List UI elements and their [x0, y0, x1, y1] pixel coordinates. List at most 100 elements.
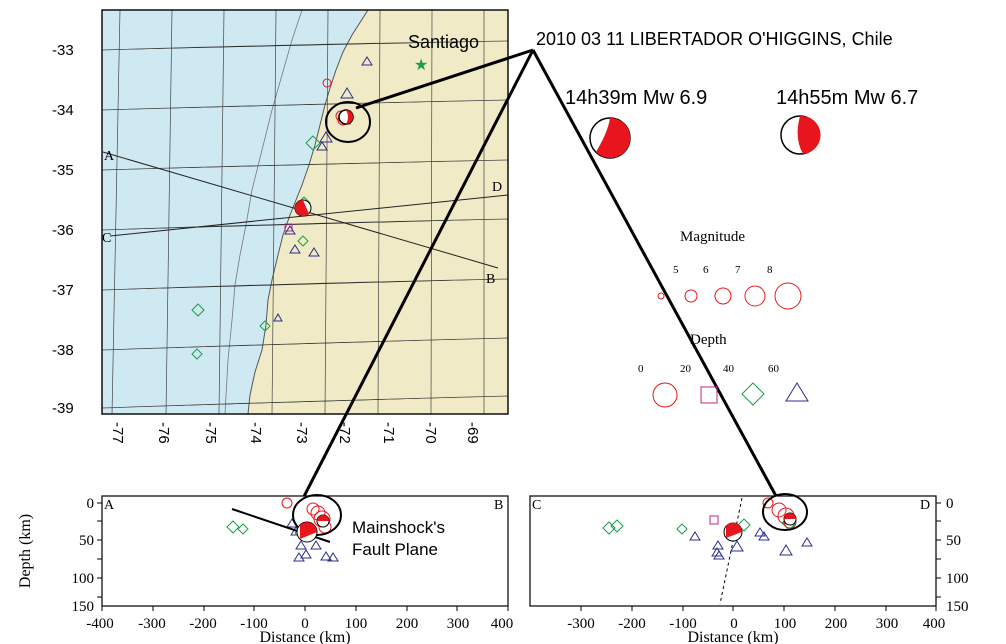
event-symbol	[327, 552, 339, 562]
section-ab-xtick: 400	[491, 616, 514, 632]
legend-depth-circle	[652, 382, 678, 408]
event-symbol	[310, 540, 322, 550]
event-symbol	[295, 540, 307, 550]
mechanism-1-label: 14h39m Mw 6.9	[565, 87, 707, 109]
section-ab-xlabel: Distance (km)	[259, 629, 350, 644]
event-symbol	[737, 518, 751, 532]
section-cd-xlabel: Distance (km)	[687, 629, 778, 644]
event-symbol	[322, 78, 332, 88]
beachball-2-icon	[780, 115, 821, 155]
zoom-line-section-ab	[294, 49, 535, 513]
legend-mag-circle	[744, 285, 766, 307]
section-ab-xtick: -200	[189, 616, 217, 632]
event-symbol	[289, 244, 301, 254]
profile-label-c: C	[102, 231, 111, 246]
event-symbol	[689, 531, 701, 541]
event-symbol	[801, 537, 813, 547]
event-symbol	[730, 540, 744, 552]
section-ab-xtick: 200	[396, 616, 419, 632]
section-cd-xtick: -100	[669, 616, 697, 632]
section-ab-right-label: B	[494, 498, 503, 513]
event-symbol	[610, 519, 624, 533]
event-symbol	[237, 523, 249, 535]
event-symbol	[602, 521, 616, 535]
section-cd-xtick: 100	[774, 616, 797, 632]
event-symbol	[762, 497, 774, 509]
city-label: Santiago	[408, 32, 479, 52]
section-cd-xtick: 400	[923, 616, 946, 632]
section-ab-xtick: 100	[345, 616, 368, 632]
event-symbol	[320, 551, 332, 561]
profile-line-cd	[109, 194, 509, 237]
section-cd-cluster-ellipse	[762, 493, 808, 531]
event-symbol	[305, 135, 321, 151]
lon-tick: -76	[155, 422, 172, 444]
zoom-line-section-cd	[531, 49, 778, 497]
lon-tick: -73	[293, 422, 310, 444]
section-cd-xtick: 300	[876, 616, 899, 632]
event-symbol	[281, 497, 293, 509]
lat-tick: -37	[52, 282, 74, 299]
lat-tick: -36	[52, 222, 74, 239]
section-cd: C D -300 -200 -100 0 100 200 300 400 0 5…	[529, 493, 969, 644]
section-ab-xtick: -100	[240, 616, 268, 632]
lat-tick: -33	[52, 42, 74, 59]
legend-depth-value: 60	[768, 363, 780, 375]
mechanism-2-label: 14h55m Mw 6.7	[776, 87, 918, 109]
profile-label-a: A	[104, 149, 115, 164]
section-cd-ytick: 100	[946, 571, 969, 587]
legend-depth-value: 0	[638, 363, 644, 375]
lon-tick: -77	[109, 422, 126, 444]
land	[248, 10, 508, 414]
section-ab-xtick: 0	[301, 616, 309, 632]
event-symbol	[293, 552, 305, 562]
legend-magnitude-title: Magnitude	[680, 229, 745, 245]
map-beachball-maule-icon	[294, 199, 312, 217]
event-symbol	[191, 348, 203, 360]
event-title: 2010 03 11 LIBERTADOR O'HIGGINS, Chile	[536, 29, 893, 49]
event-symbol	[284, 225, 296, 235]
legend-depth-value: 40	[723, 363, 735, 375]
event-symbol	[191, 303, 205, 317]
beachball-1-icon	[589, 117, 631, 159]
map-panel: A B C D Santiago ★	[101, 9, 509, 415]
event-symbol	[316, 141, 328, 151]
legend-mag-circle	[684, 289, 698, 303]
section-ab-mainshock-icon	[316, 514, 330, 528]
legend-magnitude-value: 8	[767, 264, 773, 276]
section-ab-ytick: 50	[79, 533, 94, 549]
legend-depth-triangle	[785, 382, 809, 402]
event-symbol	[754, 527, 766, 537]
map-events	[191, 56, 373, 360]
legend-depth-square	[700, 386, 718, 404]
legend-depth-diamond	[741, 382, 765, 406]
lon-tick-labels: -77 -76 -75 -74 -73 -72 -71 -70 -69	[109, 422, 481, 444]
section-cd-xtick: -200	[618, 616, 646, 632]
fault-plane-annotation-line2: Fault Plane	[352, 540, 438, 559]
section-ab-beachball-icon	[296, 521, 318, 543]
section-ab-ytick: 150	[72, 599, 95, 615]
graticule	[101, 9, 509, 415]
event-symbol	[300, 549, 312, 559]
legend-depth-value: 20	[680, 363, 692, 375]
legend-magnitude-value: 7	[735, 264, 741, 276]
section-ab-xtick: -400	[86, 616, 114, 632]
event-symbol	[361, 56, 373, 66]
map-beachball-icon	[338, 109, 354, 125]
section-cd-xtick: -300	[567, 616, 595, 632]
legend-magnitude-value: 6	[703, 264, 709, 276]
legend-mag-circle	[714, 287, 732, 305]
lon-tick: -75	[202, 422, 219, 444]
lat-tick: -35	[52, 162, 74, 179]
section-cd-xtick: 200	[825, 616, 848, 632]
event-symbol	[709, 515, 719, 525]
legend-depth-title: Depth	[690, 332, 727, 348]
section-ab-xtick: -300	[138, 616, 166, 632]
event-symbol	[340, 87, 354, 99]
section-ab-ytick: 100	[72, 571, 95, 587]
event-symbol	[226, 520, 240, 534]
event-symbol	[273, 312, 283, 322]
event-symbol	[779, 544, 793, 556]
event-symbol	[771, 502, 787, 518]
